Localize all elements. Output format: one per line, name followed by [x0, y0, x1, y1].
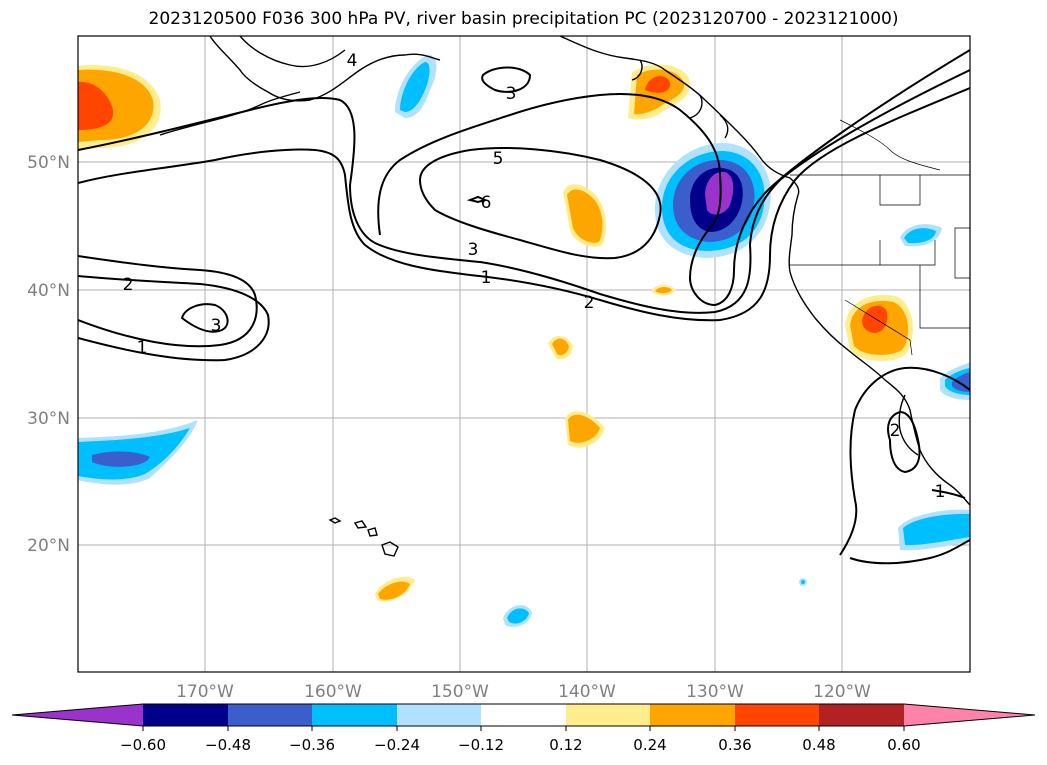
contour-label: 6	[481, 193, 492, 213]
contour-label: 2	[584, 293, 595, 313]
colorbar-segment	[481, 704, 566, 726]
colorbar-tick-label: −0.36	[289, 736, 335, 754]
lon-label: 140°W	[558, 682, 616, 702]
colorbar-segment	[735, 704, 819, 726]
contour-label: 5	[493, 149, 504, 169]
contour-label: 2	[890, 421, 901, 441]
colorbar: −0.60 −0.48 −0.36 −0.24 −0.12 0.12 0.24 0.36 0.4…	[11, 703, 1036, 754]
lat-label: 40°N	[27, 281, 70, 301]
map-area	[78, 36, 970, 672]
map-title: 2023120500 F036 300 hPa PV, river basin …	[148, 9, 899, 29]
colorbar-tick-label: 0.48	[802, 736, 835, 754]
colorbar-tick-label: 0.60	[887, 736, 920, 754]
colorbar-segment	[650, 704, 735, 726]
colorbar-tick-label: −0.60	[120, 736, 166, 754]
colorbar-tick-label: 0.36	[718, 736, 751, 754]
contour-label: 1	[481, 268, 492, 288]
colorbar-extend-max	[904, 704, 1035, 726]
contour-label: 1	[935, 482, 946, 502]
colorbar-tick-label: 0.24	[633, 736, 666, 754]
pv-contours	[78, 49, 970, 565]
graticule	[78, 36, 970, 672]
lat-label: 30°N	[27, 409, 70, 429]
colorbar-segment	[228, 704, 312, 726]
lon-label: 170°W	[176, 682, 234, 702]
colorbar-tick-label: −0.24	[374, 736, 420, 754]
colorbar-extend-min	[12, 704, 143, 726]
lon-label: 150°W	[431, 682, 489, 702]
lat-labels: 50°N 40°N 30°N 20°N	[27, 153, 70, 556]
contour-label: 2	[123, 275, 134, 295]
contour-labels: 4 3 5 6 3 1 2 2 1 3 2 1	[123, 51, 946, 502]
contour-label: 4	[347, 51, 358, 71]
lat-label: 20°N	[27, 536, 70, 556]
contour-label: 1	[137, 338, 148, 358]
colorbar-segment	[819, 704, 904, 726]
colorbar-segment	[312, 704, 397, 726]
colorbar-segment	[566, 704, 650, 726]
lon-label: 160°W	[304, 682, 362, 702]
lon-labels: 170°W 160°W 150°W 140°W 130°W 120°W	[176, 682, 871, 702]
contour-label: 3	[211, 316, 222, 336]
contour-label: 3	[506, 84, 517, 104]
colorbar-segment	[143, 704, 228, 726]
colorbar-segment	[397, 704, 481, 726]
lat-label: 50°N	[27, 153, 70, 173]
lon-label: 130°W	[686, 682, 744, 702]
colorbar-tick-label: 0.12	[549, 736, 582, 754]
contour-label: 3	[468, 240, 479, 260]
colorbar-tick-label: −0.12	[458, 736, 504, 754]
political-borders	[790, 119, 970, 356]
map-frame	[77, 35, 971, 673]
lon-label: 120°W	[813, 682, 871, 702]
colorbar-tick-label: −0.48	[205, 736, 251, 754]
